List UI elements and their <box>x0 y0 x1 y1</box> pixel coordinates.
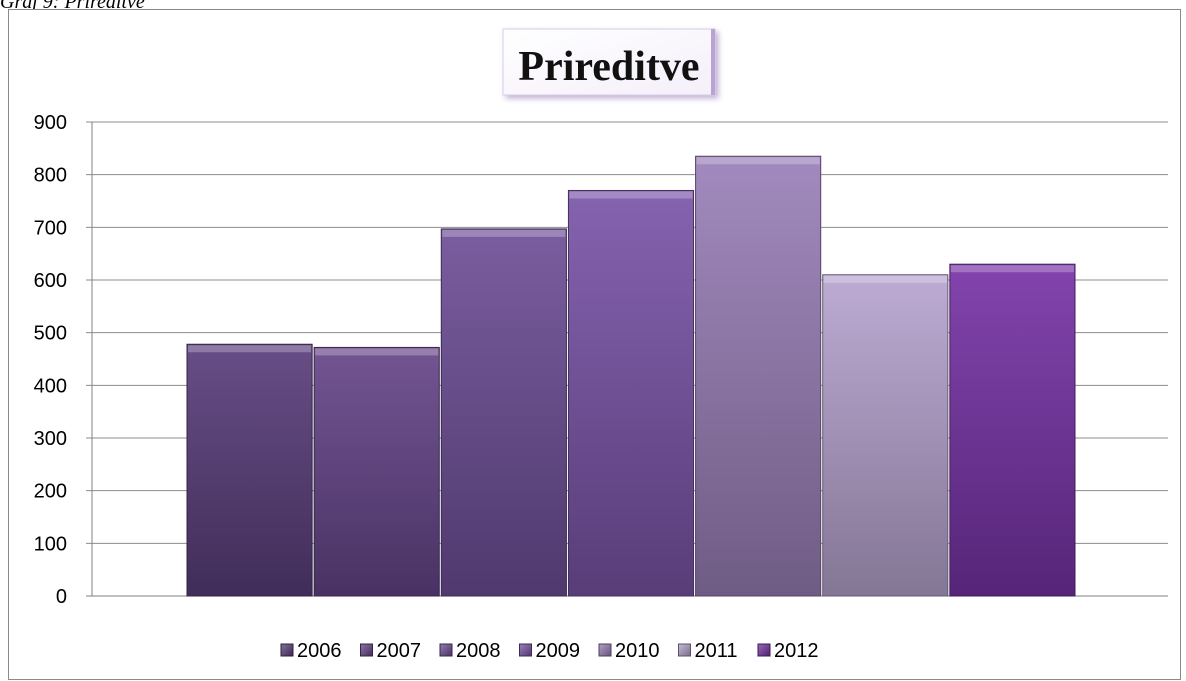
legend-swatch-2012 <box>757 643 771 657</box>
y-tick-label: 400 <box>34 375 67 397</box>
legend-label-2009: 2009 <box>536 640 581 662</box>
y-axis-ticks: 0 100 200 300 400 500 600 700 800 900 <box>34 112 67 608</box>
y-tick-label: 200 <box>34 481 67 503</box>
bar-2008 <box>440 228 567 597</box>
bar-bevel-top <box>315 348 439 356</box>
y-tick-label: 0 <box>56 586 67 608</box>
legend-swatch-2008 <box>439 643 453 657</box>
legend-label-2008: 2008 <box>456 640 501 662</box>
y-tick-label: 800 <box>34 165 67 187</box>
legend-swatch-2010 <box>598 643 612 657</box>
bar-bevel-top <box>823 275 947 283</box>
y-tick-label: 500 <box>34 323 67 345</box>
legend-label-2010: 2010 <box>615 640 660 662</box>
bar-2012 <box>949 263 1076 597</box>
chart-title-box: Prireditve <box>502 28 716 96</box>
bar-2010 <box>695 155 822 597</box>
y-tick-label: 100 <box>34 533 67 555</box>
legend-label-2006: 2006 <box>297 640 342 662</box>
bars <box>186 155 1076 597</box>
bar-bevel-top <box>696 157 820 165</box>
bar-bevel-top <box>950 265 1074 273</box>
legend-swatch-2006 <box>280 643 294 657</box>
y-tick-label: 600 <box>34 270 67 292</box>
legend-swatch-2011 <box>678 643 691 657</box>
y-tick-label: 900 <box>34 112 67 134</box>
legend-label-2012: 2012 <box>774 640 819 662</box>
y-tick-label: 700 <box>34 217 67 239</box>
legend-swatch-2007 <box>360 643 373 657</box>
bar-bevel-top <box>569 191 693 199</box>
bar-2009 <box>567 189 695 597</box>
legend-swatch-2009 <box>519 643 532 657</box>
legend-label-2011: 2011 <box>695 640 738 662</box>
legend: 2006 2007 2008 2009 2010 2011 2012 <box>280 640 819 662</box>
bar-2007 <box>313 346 440 597</box>
bar-2011 <box>822 274 949 597</box>
bar-bevel-top <box>188 345 312 353</box>
chart-title: Prireditve <box>518 44 699 90</box>
legend-label-2007: 2007 <box>377 640 422 662</box>
bar-bevel-top <box>442 229 566 237</box>
bar-2006 <box>186 343 313 597</box>
y-tick-label: 300 <box>34 428 67 450</box>
